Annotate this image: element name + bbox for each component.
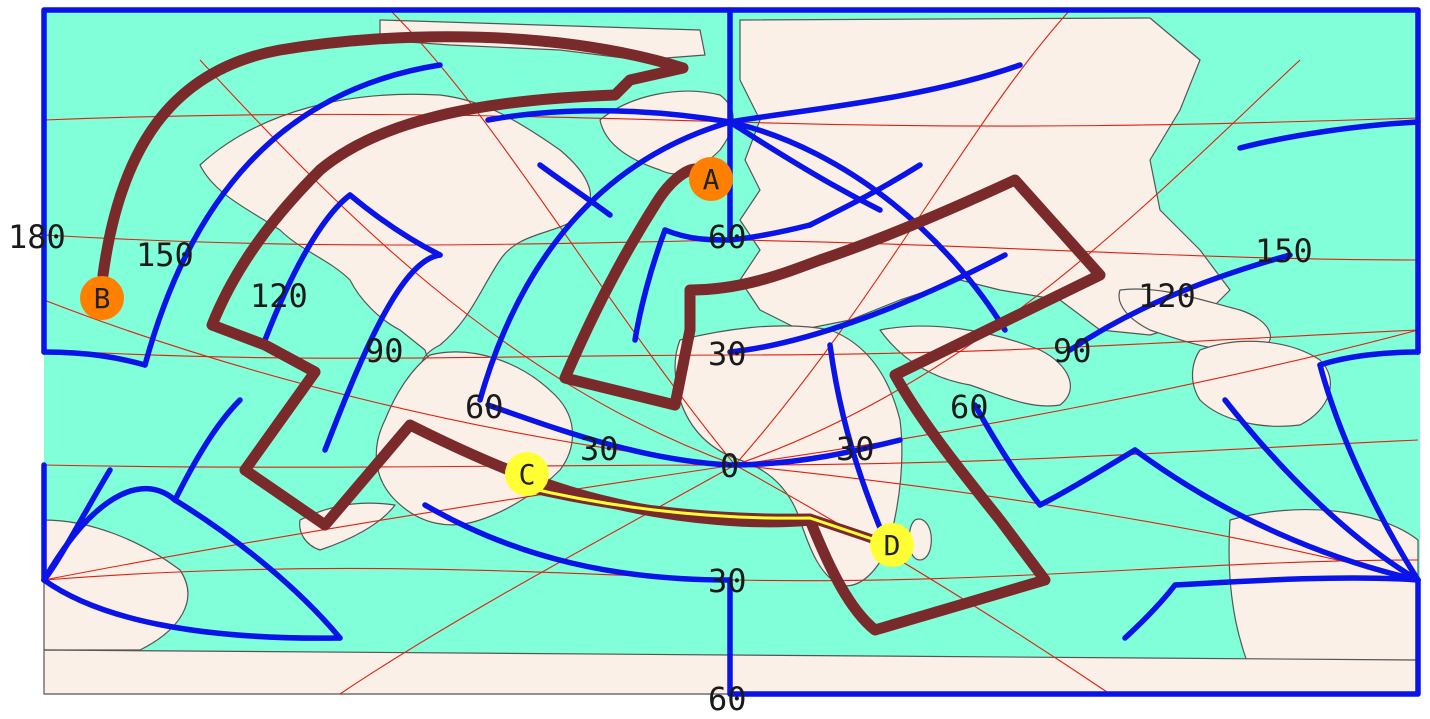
blue-line	[1132, 447, 1421, 583]
label-lat-n30: 30	[708, 335, 747, 373]
blue-line	[172, 497, 343, 641]
label-lat-s30: 30	[708, 562, 747, 600]
blue-line	[727, 119, 1008, 333]
graticule-line	[734, 59, 1301, 466]
label-lon-e30: 30	[836, 430, 875, 468]
marker-a-dot	[689, 157, 733, 201]
label-lon-e120: 120	[1138, 277, 1196, 315]
blue-line	[1317, 349, 1421, 368]
path-c-d	[520, 482, 895, 550]
blue-line	[41, 467, 113, 583]
blue-line	[827, 342, 888, 543]
label-lon-0: 0	[720, 447, 739, 485]
blue-line	[1222, 397, 1421, 583]
marker-c-dot	[505, 452, 549, 496]
blue-line	[41, 349, 148, 368]
blue-line	[262, 192, 443, 343]
label-lat-s60: 60	[708, 680, 747, 718]
blue-line	[422, 502, 733, 583]
label-lat-n60: 60	[708, 218, 747, 256]
label-lon-w90: 90	[365, 332, 404, 370]
degree-labels: 180 150 120 90 60 30 0 30 60 90 120 150 …	[8, 218, 1313, 718]
blue-line	[172, 397, 243, 503]
blue-line	[1122, 575, 1421, 641]
path-c-d-inner	[523, 485, 892, 547]
blue-line	[807, 162, 923, 228]
markers: A B C D	[80, 157, 914, 567]
marker-d[interactable]: D	[870, 523, 914, 567]
marker-c-label: C	[519, 458, 536, 491]
blue-line	[322, 252, 443, 453]
label-lon-e90: 90	[1053, 332, 1092, 370]
label-lon-w60: 60	[465, 388, 504, 426]
graticule-line	[734, 464, 1111, 695]
label-lon-e150: 150	[1255, 232, 1313, 270]
frame-top-right	[727, 7, 1421, 355]
blue-line	[662, 222, 813, 243]
interruption-lines	[41, 62, 1421, 641]
marker-c[interactable]: C	[505, 452, 549, 496]
land-madagascar	[908, 518, 932, 561]
blue-line	[477, 119, 733, 403]
marker-d-label: D	[884, 529, 901, 562]
marker-a-label: A	[703, 163, 720, 196]
graticule-line	[43, 559, 1419, 582]
graticule-line	[199, 59, 736, 466]
label-lon-w150: 150	[136, 236, 194, 274]
blue-line	[727, 252, 1008, 355]
blue-line	[727, 119, 883, 213]
marker-b-dot	[80, 276, 124, 320]
marker-a[interactable]: A	[689, 157, 733, 201]
label-lon-w120: 120	[250, 277, 308, 315]
land-eurasia	[739, 17, 1231, 336]
blue-line	[1067, 252, 1293, 353]
blue-line	[537, 162, 613, 218]
frame-bottom-right	[727, 577, 1421, 697]
label-lon-w180: 180	[8, 218, 66, 256]
blue-line	[1237, 119, 1421, 151]
marker-b-label: B	[94, 282, 111, 315]
land-antarctica-left	[43, 519, 189, 651]
graticule-line	[43, 329, 1419, 359]
label-lon-e60: 60	[950, 388, 989, 426]
marker-b[interactable]: B	[80, 276, 124, 320]
blue-line	[1317, 362, 1421, 583]
marker-d-dot	[870, 523, 914, 567]
label-lon-w30: 30	[580, 430, 619, 468]
graticule-line	[339, 464, 736, 695]
blue-line	[972, 402, 1138, 508]
blue-line	[142, 62, 443, 368]
blue-line	[41, 577, 343, 641]
blue-line	[632, 227, 668, 343]
